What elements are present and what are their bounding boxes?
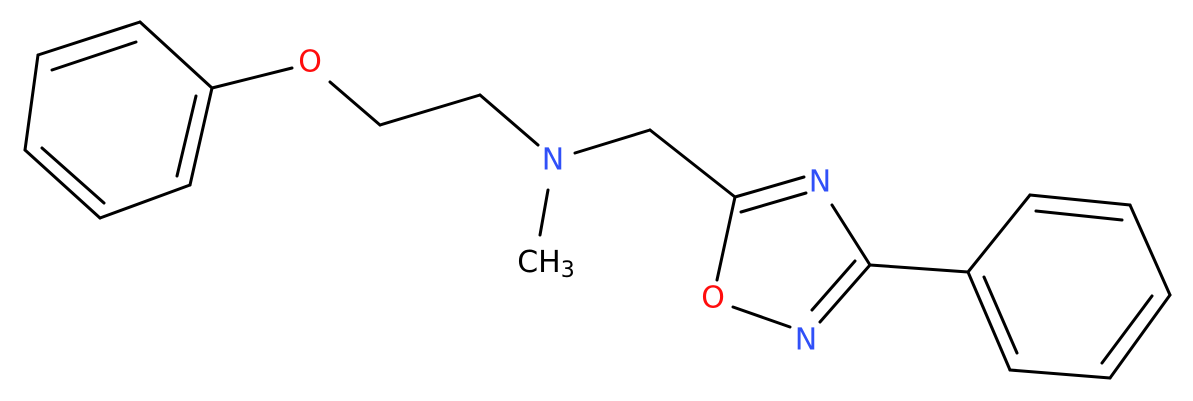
atom-label: CH — [517, 245, 561, 280]
bonds — [23, 20, 1172, 380]
atom-label: N — [809, 165, 831, 200]
atom-label: O — [701, 281, 725, 316]
atom-label: O — [298, 45, 322, 80]
atom-label: N — [542, 143, 564, 178]
atom-subscript: 3 — [561, 258, 575, 283]
atom-label: N — [795, 323, 817, 358]
atom-label: CH3 — [517, 245, 575, 283]
